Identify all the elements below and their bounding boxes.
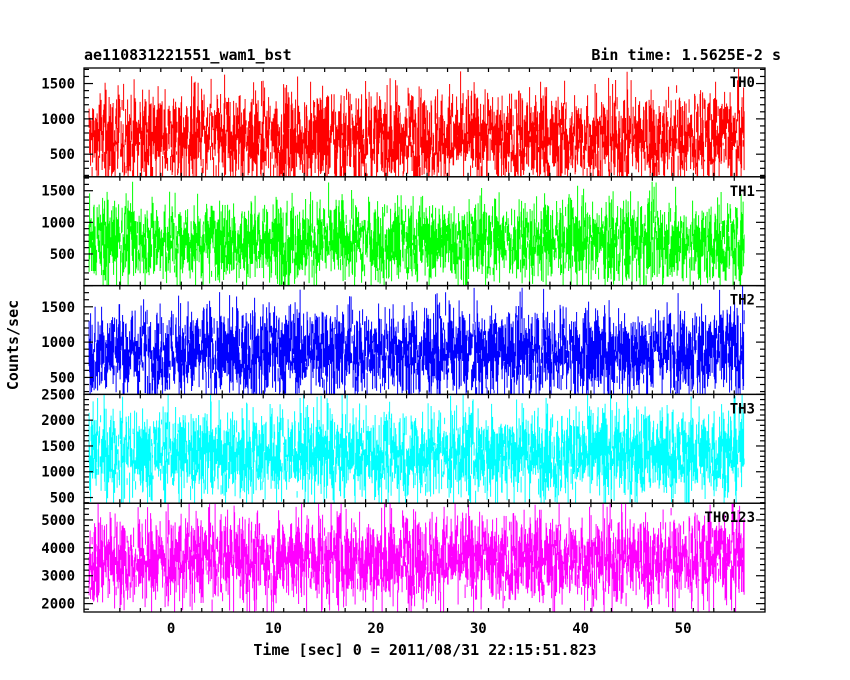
series-th1-line (88, 181, 745, 286)
panel-label-th2: TH2 (730, 293, 755, 309)
series-th3-line (88, 394, 745, 504)
panel-th3: 500 1000 1500 2000 2500 TH3 (41, 387, 766, 507)
y-tick-label: 1500 (41, 300, 75, 316)
y-tick-label: 1000 (41, 215, 75, 231)
y-tick-label: 1000 (41, 112, 75, 128)
y-tick-label: 1500 (41, 77, 75, 93)
chart-title: ae110831221551_wam1_bst (84, 46, 292, 64)
y-tick-label: 500 (50, 147, 75, 163)
y-tick-label: 1000 (41, 465, 75, 481)
y-axis-label: Counts/sec (4, 300, 22, 390)
panel-label-th3: TH3 (730, 401, 755, 417)
panel-label-th1: TH1 (730, 184, 755, 200)
panel-label-th0: TH0 (730, 75, 755, 91)
x-axis-label: Time [sec] 0 = 2011/08/31 22:15:51.823 (253, 641, 596, 659)
y-tick-label: 1000 (41, 335, 75, 351)
panel-th0123: 2000 3000 4000 5000 TH0123 (41, 502, 766, 613)
y-tick-label: 5000 (41, 513, 75, 529)
y-tick-label: 2000 (41, 413, 75, 429)
x-tick-label: 50 (675, 621, 692, 637)
panels: 500 1000 1500 TH0 500 1000 1500 TH1 500 1000 1500 T… (41, 67, 766, 613)
x-tick-label: 0 (167, 621, 175, 637)
y-tick-label: 500 (50, 370, 75, 386)
y-tick-label: 500 (50, 491, 75, 507)
series-th0-line (88, 68, 745, 177)
panel-th2: 500 1000 1500 TH2 (41, 284, 766, 396)
x-tick-label: 10 (265, 621, 282, 637)
panel-th1: 500 1000 1500 TH1 (41, 176, 766, 287)
y-tick-label: 2500 (41, 387, 75, 403)
y-tick-label: 4000 (41, 541, 75, 557)
panel-frame (83, 502, 766, 613)
x-tick-label: 30 (470, 621, 487, 637)
x-axis: 0 10 20 30 40 50 (167, 621, 692, 637)
y-tick-label: 1500 (41, 184, 75, 200)
x-tick-label: 40 (572, 621, 589, 637)
y-tick-label: 1500 (41, 439, 75, 455)
series-th0123-line (88, 503, 745, 612)
y-tick-label: 500 (50, 247, 75, 263)
y-tick-label: 2000 (41, 597, 75, 613)
panel-label-th0123: TH0123 (704, 510, 755, 526)
bin-time-label: Bin time: 1.5625E-2 s (591, 46, 781, 64)
panel-th0: 500 1000 1500 TH0 (41, 67, 766, 178)
y-tick-label: 3000 (41, 569, 75, 585)
series-th2-line (88, 285, 745, 395)
x-tick-label: 20 (367, 621, 384, 637)
